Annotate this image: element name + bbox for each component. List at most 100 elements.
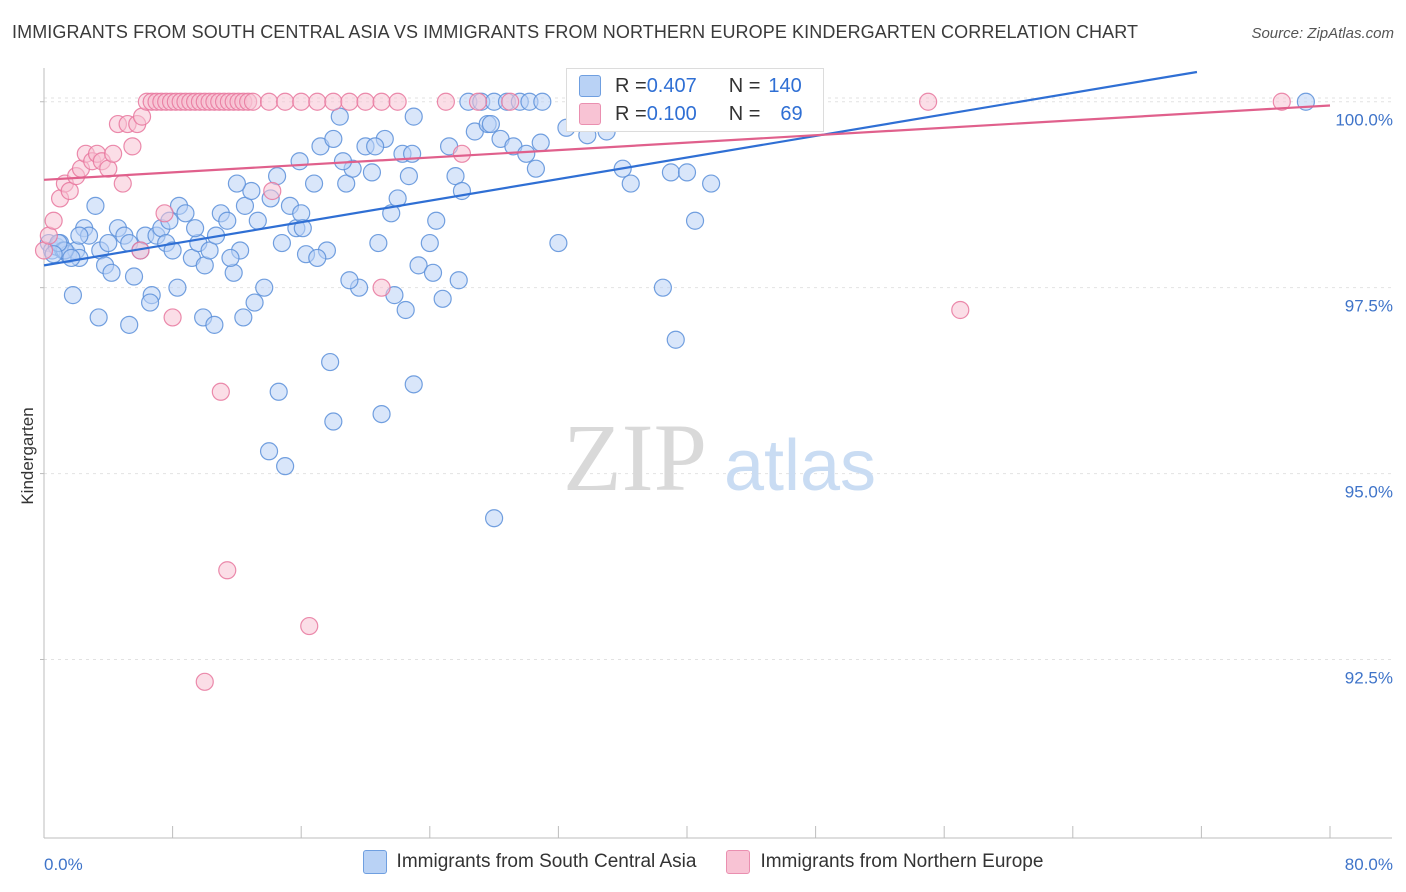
pink-point: [218, 561, 237, 580]
blue-point: [372, 404, 391, 424]
blue-point: [340, 271, 359, 290]
legend-pink-label: Immigrants from Northern Europe: [760, 851, 1044, 872]
pink-point: [919, 92, 938, 111]
blue-point: [485, 509, 504, 528]
pink-point: [468, 92, 488, 111]
blue-point: [666, 330, 685, 349]
blue-point: [269, 382, 288, 401]
blue-point: [272, 233, 292, 253]
blue-point: [304, 174, 324, 193]
pink-n-label: N =: [728, 102, 761, 125]
blue-point: [399, 167, 419, 186]
blue-point: [124, 267, 144, 286]
stats-box: R = 0.407 N = 140 R = 0.100 N = 69: [566, 68, 824, 132]
trend-lines: [43, 70, 1331, 267]
blue-n-label: N =: [728, 74, 761, 97]
pink-point: [501, 92, 520, 111]
chart-title: IMMIGRANTS FROM SOUTH CENTRAL ASIA VS IM…: [12, 22, 1139, 42]
stats-row-blue: R = 0.407 N = 140: [579, 72, 802, 100]
blue-point: [242, 181, 261, 201]
pink-point: [340, 92, 359, 111]
blue-point: [276, 457, 295, 476]
blue-point: [140, 293, 160, 312]
y-tick-label: 100.0%: [1335, 111, 1393, 130]
pink-point: [300, 616, 319, 636]
blue-point: [70, 226, 89, 245]
blue-r-label: R =: [615, 74, 647, 97]
blue-point: [227, 174, 246, 193]
blue-point: [449, 271, 468, 290]
blue-point: [423, 263, 443, 282]
blue-point: [234, 308, 253, 327]
blue-swatch: [579, 75, 601, 97]
pink-point: [324, 92, 343, 111]
pink-point: [308, 92, 327, 111]
x-tick-label: 80.0%: [1345, 855, 1393, 874]
y-tick-label: 95.0%: [1345, 483, 1393, 502]
blue-point: [321, 352, 340, 372]
pink-point: [436, 92, 455, 111]
blue-point: [293, 219, 312, 238]
pink-point: [155, 204, 174, 223]
legend-item-blue[interactable]: Immigrants from South Central Asia: [362, 850, 697, 874]
blue-point: [163, 241, 182, 260]
stats-row-pink: R = 0.100 N = 69: [579, 100, 803, 128]
x-tick-label: 0.0%: [44, 855, 83, 874]
pink-point: [163, 308, 182, 327]
watermark: ZIP atlas: [563, 404, 876, 511]
legend-blue-label: Immigrants from South Central Asia: [396, 851, 697, 872]
pink-point: [113, 174, 132, 193]
blue-point: [702, 174, 721, 193]
tick-labels: 92.5% 95.0% 97.5% 100.0% 0.0% 80.0%: [44, 111, 1393, 874]
pink-point: [292, 92, 311, 111]
source-label: Source: ZipAtlas.com: [1251, 25, 1394, 42]
pink-point: [243, 92, 263, 111]
blue-point: [248, 211, 267, 230]
blue-point: [255, 278, 274, 297]
blue-r-value: 0.407: [646, 74, 697, 97]
blue-point: [218, 211, 237, 230]
pink-r-label: R =: [615, 102, 647, 125]
y-tick-label: 97.5%: [1345, 297, 1393, 316]
pink-r-value: 0.100: [646, 102, 697, 125]
blue-point: [409, 256, 428, 275]
blue-point: [102, 263, 121, 282]
axes: [40, 68, 1392, 839]
pink-point: [263, 181, 282, 201]
blue-point: [224, 263, 243, 282]
blue-point: [433, 289, 452, 308]
blue-point: [531, 133, 550, 152]
pink-point: [44, 211, 63, 230]
blue-point: [481, 114, 500, 134]
blue-point: [99, 233, 118, 253]
blue-point: [517, 144, 536, 163]
pink-point: [388, 92, 407, 111]
blue-point: [62, 248, 81, 268]
blue-point: [533, 92, 552, 111]
blue-point: [308, 248, 327, 268]
blue-point: [86, 196, 105, 215]
blue-point: [362, 163, 382, 182]
blue-point: [677, 163, 697, 182]
blue-point: [661, 163, 681, 182]
blue-point: [205, 315, 224, 334]
blue-point: [324, 412, 343, 431]
blue-n-value: 140: [768, 74, 802, 97]
blue-point: [404, 375, 423, 394]
pink-point: [356, 92, 375, 111]
pink-point: [104, 144, 123, 163]
blue-point: [404, 107, 423, 126]
watermark-atlas: atlas: [724, 426, 876, 506]
pink-point: [1272, 92, 1291, 111]
legend-item-pink[interactable]: Immigrants from Northern Europe: [726, 850, 1043, 874]
watermark-zip: ZIP: [563, 404, 707, 511]
legend-pink-swatch: [726, 850, 751, 874]
blue-point: [324, 129, 343, 149]
pink-point: [452, 144, 472, 163]
blue-point: [168, 278, 187, 297]
pink-point: [195, 672, 214, 691]
blue-point: [89, 308, 108, 327]
blue-point: [176, 204, 195, 223]
blue-point: [526, 159, 545, 178]
